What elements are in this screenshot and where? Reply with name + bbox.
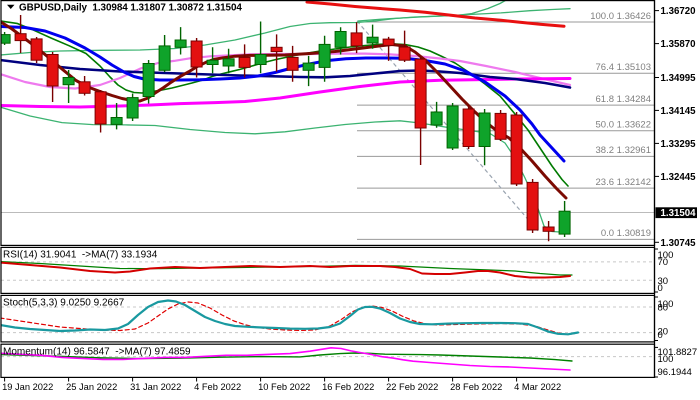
- svg-text:70: 70: [658, 257, 669, 268]
- svg-text:1.33295: 1.33295: [661, 139, 697, 150]
- svg-text:25 Jan 2022: 25 Jan 2022: [66, 382, 117, 392]
- svg-text:50.0 1.33622: 50.0 1.33622: [596, 120, 651, 131]
- svg-text:61.8 1.34284: 61.8 1.34284: [596, 94, 651, 105]
- svg-text:Stoch(5,3,3) 9.0250 9.2667: Stoch(5,3,3) 9.0250 9.2667: [3, 298, 125, 309]
- svg-text:31 Jan 2022: 31 Jan 2022: [130, 382, 181, 392]
- svg-text:96.1944: 96.1944: [658, 367, 692, 378]
- svg-text:0: 0: [658, 330, 663, 341]
- svg-text:1.32445: 1.32445: [661, 172, 697, 183]
- svg-text:22 Feb 2022: 22 Feb 2022: [386, 382, 438, 392]
- svg-text:100: 100: [658, 354, 674, 365]
- svg-text:100: 100: [658, 299, 674, 310]
- svg-text:76.4 1.35103: 76.4 1.35103: [596, 62, 651, 73]
- svg-text:Momentum(14) 96.5847 ->MA(7): Momentum(14) 96.5847 ->MA(7) 97.4859: [3, 347, 191, 358]
- svg-text:1.34145: 1.34145: [661, 106, 697, 117]
- svg-text:4 Feb 2022: 4 Feb 2022: [194, 382, 241, 392]
- svg-text:100.0 1.36426: 100.0 1.36426: [590, 11, 651, 22]
- svg-text:38.2 1.32961: 38.2 1.32961: [596, 145, 651, 156]
- svg-text:4 Mar 2022: 4 Mar 2022: [514, 382, 561, 392]
- svg-text:80: 80: [658, 303, 669, 314]
- svg-text:RSI(14) 31.9041 ->MA(7) 33.19: RSI(14) 31.9041 ->MA(7) 33.1934: [3, 250, 158, 261]
- svg-text:1.36720: 1.36720: [661, 6, 696, 17]
- svg-text:100: 100: [658, 250, 674, 261]
- svg-text:19 Jan 2022: 19 Jan 2022: [2, 382, 53, 392]
- svg-text:1.35870: 1.35870: [661, 39, 696, 50]
- svg-text:10 Feb 2022: 10 Feb 2022: [258, 382, 310, 392]
- svg-text:1.34995: 1.34995: [661, 73, 697, 84]
- svg-text:23.6 1.32142: 23.6 1.32142: [596, 177, 651, 188]
- svg-text:1.31504: 1.31504: [661, 208, 697, 219]
- svg-text:28 Feb 2022: 28 Feb 2022: [450, 382, 502, 392]
- svg-text:GBPUSD,Daily 1.30984 1.31807: GBPUSD,Daily 1.30984 1.31807 1.30872 1.3…: [19, 3, 242, 14]
- svg-text:0: 0: [658, 283, 663, 294]
- svg-text:1.30745: 1.30745: [661, 238, 697, 249]
- svg-text:0.0 1.30819: 0.0 1.30819: [601, 228, 651, 239]
- svg-text:30: 30: [658, 276, 669, 287]
- svg-text:20: 20: [658, 327, 669, 338]
- svg-text:16 Feb 2022: 16 Feb 2022: [322, 382, 374, 392]
- svg-text:101.8827: 101.8827: [658, 347, 698, 358]
